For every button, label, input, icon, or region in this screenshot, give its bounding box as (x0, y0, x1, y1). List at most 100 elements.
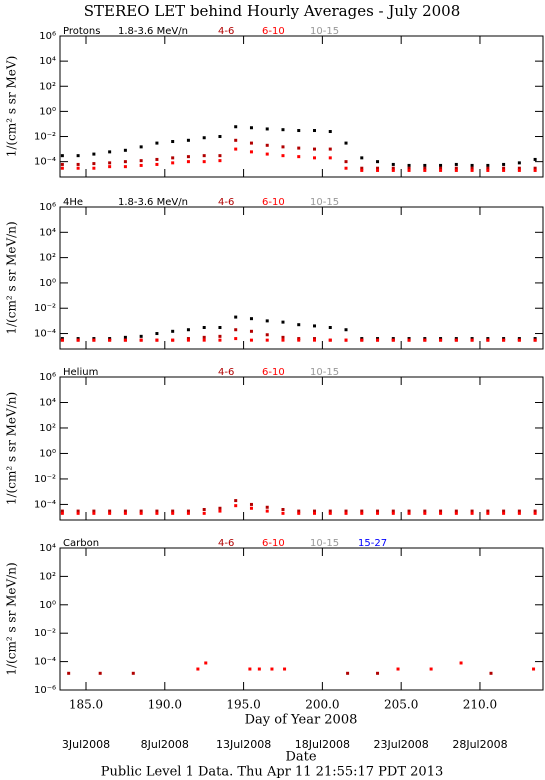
data-point (533, 157, 537, 161)
data-point (281, 508, 285, 512)
data-point (391, 162, 395, 166)
data-point (155, 157, 159, 161)
data-point (313, 156, 317, 160)
x-axis-label: Day of Year 2008 (245, 713, 358, 728)
data-point (459, 661, 463, 665)
data-point (391, 166, 395, 170)
data-point (76, 154, 80, 158)
data-point (281, 145, 285, 149)
data-point (532, 667, 536, 671)
y-tick-label: 10⁻² (34, 303, 56, 314)
data-point (391, 511, 395, 515)
data-point (108, 161, 112, 165)
data-point (470, 509, 474, 513)
y-tick-label: 10² (39, 571, 56, 582)
data-point (281, 335, 285, 339)
data-point (281, 338, 285, 342)
data-point (454, 168, 458, 172)
y-tick-label: 10⁻² (34, 628, 56, 639)
x-tick-label: 205.0 (384, 698, 418, 712)
data-point (265, 127, 269, 131)
data-point (502, 338, 506, 342)
data-point (186, 511, 190, 515)
data-point (360, 166, 364, 170)
data-point (517, 338, 521, 342)
y-tick-label: 10⁶ (39, 31, 56, 42)
y-tick-label: 10⁶ (39, 202, 56, 213)
plot-frame (59, 376, 544, 521)
data-point (297, 155, 301, 159)
data-point (108, 338, 112, 342)
data-point (139, 145, 143, 149)
x-tick-label: 200.0 (305, 698, 339, 712)
data-point (344, 338, 348, 342)
legend-entry: 10-15 (310, 538, 339, 549)
y-tick-label: 10⁻⁴ (34, 499, 56, 510)
data-point (344, 160, 348, 164)
y-axis-label: 1/(cm² s sr MeV/n) (5, 392, 19, 505)
data-point (108, 165, 112, 169)
data-point (218, 334, 222, 338)
data-point (517, 166, 521, 170)
y-tick-label: 10⁰ (39, 448, 56, 459)
data-point (328, 130, 332, 134)
data-point (186, 337, 190, 341)
date-tick-label: 3Jul2008 (62, 738, 110, 751)
data-point (76, 337, 80, 341)
data-point (423, 168, 427, 172)
legend-entry: 6-10 (262, 197, 285, 208)
data-point (439, 337, 443, 341)
data-point (92, 338, 96, 342)
data-point (186, 509, 190, 513)
data-point (533, 511, 537, 515)
data-point (249, 502, 253, 506)
data-point (486, 168, 490, 172)
data-point (328, 156, 332, 160)
data-point (249, 150, 253, 154)
data-point (376, 509, 380, 513)
data-point (439, 509, 443, 513)
data-point (533, 168, 537, 172)
data-point (439, 338, 443, 342)
y-tick-label: 10⁻⁴ (34, 157, 56, 168)
data-point (502, 509, 506, 513)
x-tick-label: 190.0 (148, 698, 182, 712)
data-point (171, 140, 175, 144)
data-point (234, 337, 238, 341)
data-point (123, 511, 127, 515)
data-point (313, 147, 317, 151)
data-point (454, 511, 458, 515)
data-point (376, 338, 380, 342)
data-point (297, 338, 301, 342)
data-point (313, 509, 317, 513)
panel-title: 4He (63, 197, 83, 208)
data-point (218, 154, 222, 158)
data-point (92, 511, 96, 515)
data-point (533, 338, 537, 342)
data-point (423, 511, 427, 515)
legend-entry: 10-15 (310, 26, 339, 37)
data-point (454, 162, 458, 166)
y-tick-label: 10⁻⁴ (34, 657, 56, 668)
data-point (423, 337, 427, 341)
data-point (218, 326, 222, 330)
data-point (123, 160, 127, 164)
data-point (486, 163, 490, 167)
data-point (313, 511, 317, 515)
data-point (517, 161, 521, 165)
data-point (297, 509, 301, 513)
data-point (470, 168, 474, 172)
data-point (344, 509, 348, 513)
data-point (186, 155, 190, 159)
data-point (283, 667, 287, 671)
data-point (344, 328, 348, 332)
data-point (407, 163, 411, 167)
plot-frame (59, 35, 544, 178)
y-axis-label: 1/(cm² s sr MeV/n) (5, 562, 19, 675)
legend-entry: 1.8-3.6 MeV/n (118, 197, 188, 208)
data-point (454, 166, 458, 170)
data-point (218, 338, 222, 342)
data-point (248, 667, 252, 671)
data-point (139, 338, 143, 342)
data-point (139, 163, 143, 167)
